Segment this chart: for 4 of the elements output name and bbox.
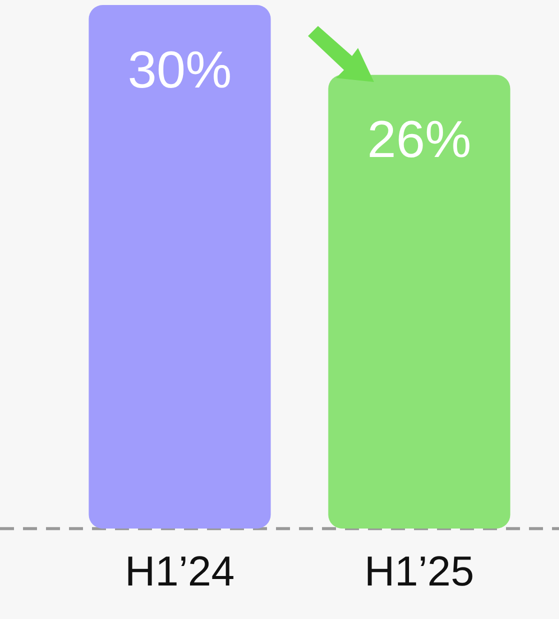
x-tick-label: H1’24 (124, 547, 235, 594)
data-label: 26% (367, 111, 472, 170)
data-label: 30% (128, 41, 232, 100)
x-tick-label: H1’25 (364, 547, 474, 594)
